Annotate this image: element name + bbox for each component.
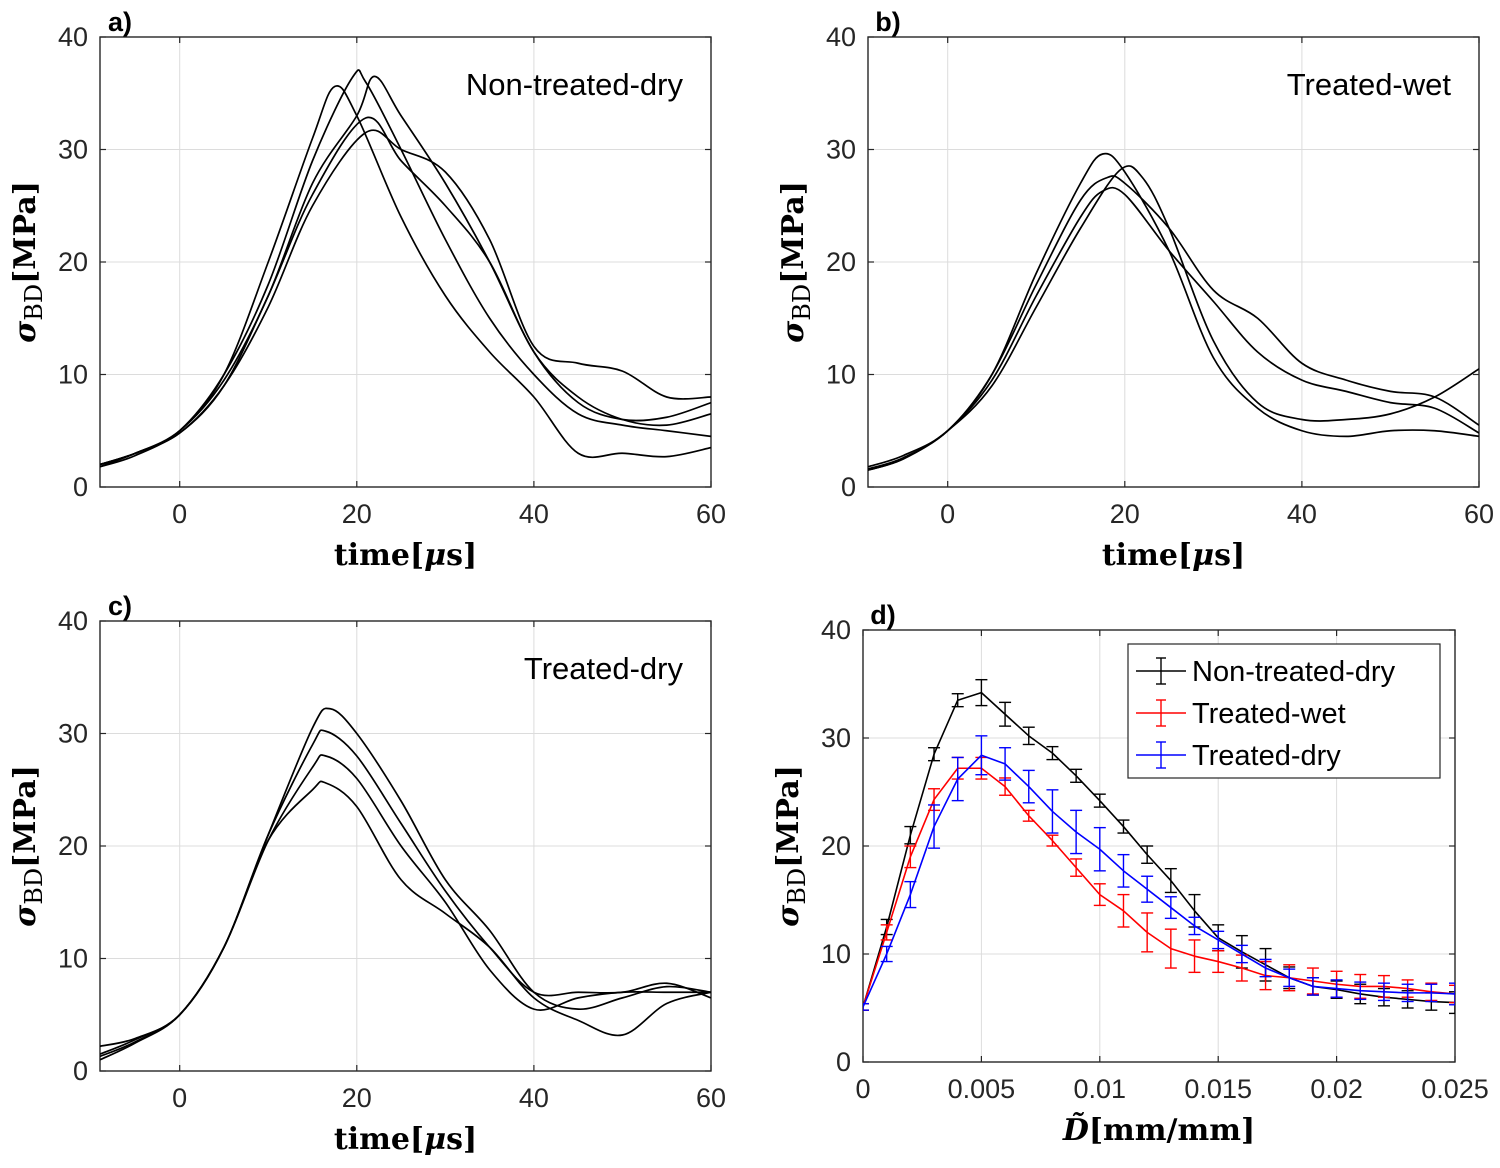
y-tick-label: 40 <box>821 615 851 645</box>
x-tick-label: 60 <box>696 1083 726 1113</box>
panel-label: b) <box>875 7 900 37</box>
x-tick-label: 0 <box>172 1083 187 1113</box>
x-axis-label: time[μs] <box>334 538 477 573</box>
panel-annotation: Treated-wet <box>1287 67 1452 102</box>
x-axis-label: D̃[mm/mm] <box>1062 1113 1255 1148</box>
x-tick-label: 20 <box>1110 499 1140 529</box>
y-tick-label: 40 <box>58 606 88 636</box>
y-tick-label: 10 <box>58 360 88 390</box>
x-tick-label: 20 <box>342 499 372 529</box>
x-axis-label: time[μs] <box>334 1122 477 1157</box>
series-line-1 <box>100 84 711 466</box>
x-tick-label: 0.005 <box>948 1074 1016 1104</box>
x-tick-label: 0.015 <box>1184 1074 1252 1104</box>
series-line-4 <box>100 780 711 1048</box>
panel-annotation: Non-treated-dry <box>466 67 684 102</box>
x-tick-label: 0.02 <box>1310 1074 1363 1104</box>
x-tick-label: 60 <box>1464 499 1494 529</box>
series-layer <box>100 69 711 468</box>
x-tick-label: 0 <box>940 499 955 529</box>
y-tick-label: 30 <box>58 719 88 749</box>
y-axis-label: σBD[MPa] <box>8 181 48 343</box>
x-tick-label: 0.025 <box>1421 1074 1489 1104</box>
x-tick-label: 0 <box>855 1074 870 1104</box>
panel-annotation: Treated-dry <box>524 651 684 686</box>
panel-label: c) <box>108 591 132 621</box>
y-tick-label: 40 <box>826 22 856 52</box>
series-layer <box>863 678 1455 1015</box>
x-tick-label: 60 <box>696 499 726 529</box>
y-tick-label: 20 <box>821 831 851 861</box>
y-tick-label: 30 <box>58 135 88 165</box>
x-tick-label: 0 <box>172 499 187 529</box>
legend-entry: Treated-wet <box>1192 698 1346 730</box>
panel-a-chart: 0 20 40 60 0 10 20 30 40 a) Non-treated-dry σBD[MPa… <box>8 7 726 573</box>
y-tick-label: 0 <box>836 1047 851 1077</box>
series-layer <box>100 707 711 1061</box>
y-tick-label: 20 <box>58 247 88 277</box>
series-line-3 <box>868 186 1479 471</box>
x-tick-label: 0.01 <box>1074 1074 1127 1104</box>
y-tick-label: 30 <box>826 135 856 165</box>
y-tick-label: 0 <box>73 472 88 502</box>
y-tick-label: 20 <box>826 247 856 277</box>
y-axis-label: σBD[MPa] <box>8 765 48 927</box>
y-axis-label: σBD[MPa] <box>776 181 816 343</box>
y-tick-label: 10 <box>821 939 851 969</box>
series-line-3 <box>100 75 711 466</box>
y-tick-label: 20 <box>58 831 88 861</box>
panel-c-chart: 0 20 40 60 0 10 20 30 40 c) Treated-dry σBD[MPa] tim… <box>8 591 726 1157</box>
y-tick-label: 0 <box>841 472 856 502</box>
x-tick-label: 40 <box>1287 499 1317 529</box>
series-line-2 <box>868 175 1479 468</box>
x-tick-label: 20 <box>342 1083 372 1113</box>
y-tick-label: 10 <box>58 944 88 974</box>
x-tick-label: 40 <box>519 499 549 529</box>
legend-entry: Non-treated-dry <box>1192 656 1396 688</box>
y-tick-label: 10 <box>826 360 856 390</box>
panel-d-chart: 0 0.005 0.01 0.015 0.02 0.025 0 10 20 30 40 d) σBD[M… <box>771 600 1489 1148</box>
series-line-2 <box>100 69 711 468</box>
series-line-3 <box>863 754 1455 1008</box>
x-axis-label: time[μs] <box>1102 538 1245 573</box>
y-tick-label: 30 <box>821 723 851 753</box>
y-tick-label: 0 <box>73 1056 88 1086</box>
y-tick-label: 40 <box>58 22 88 52</box>
legend-entry: Treated-dry <box>1192 740 1341 772</box>
series-line-5 <box>100 129 711 466</box>
series-line-4 <box>868 165 1479 471</box>
panel-label: d) <box>870 600 895 630</box>
panel-label: a) <box>108 7 132 37</box>
series-line-1 <box>863 691 1455 1008</box>
y-axis-label: σBD[MPa] <box>771 765 811 927</box>
x-tick-label: 40 <box>519 1083 549 1113</box>
series-line-2 <box>863 767 1455 1008</box>
panel-b-chart: 0 20 40 60 0 10 20 30 40 b) Treated-wet σBD[MPa] tim… <box>776 7 1494 573</box>
series-layer <box>868 152 1479 471</box>
